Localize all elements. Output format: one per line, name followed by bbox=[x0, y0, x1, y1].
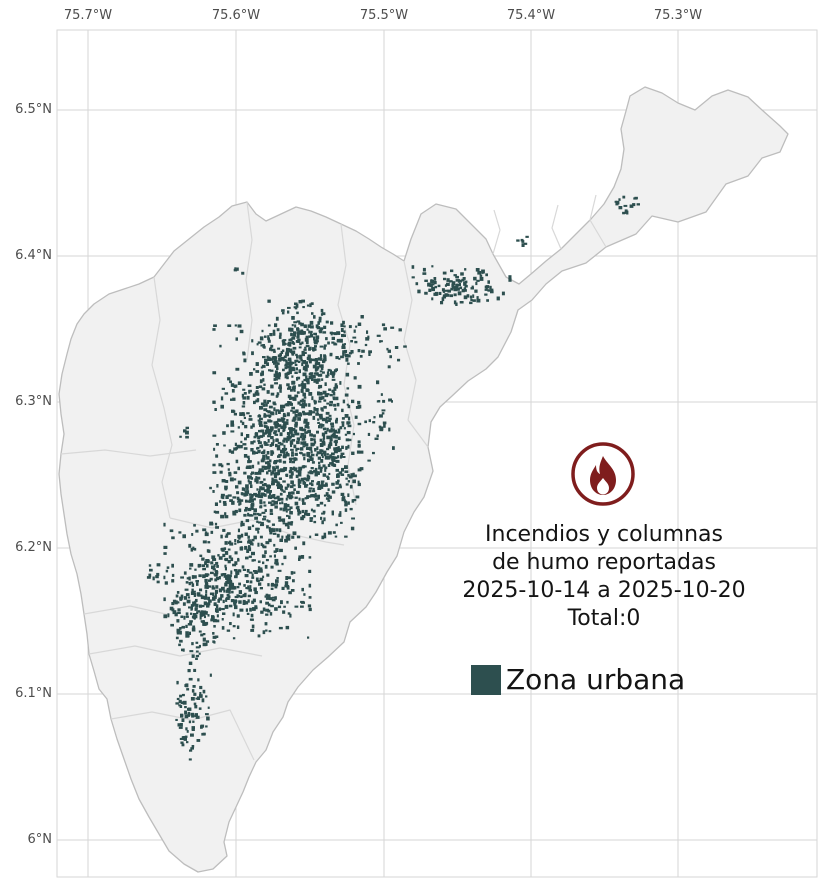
lat-tick-label: 6.5°N bbox=[15, 102, 52, 117]
annotation-date-range: 2025-10-14 a 2025-10-20 bbox=[462, 578, 746, 603]
plot-frame bbox=[56, 29, 818, 878]
report-annotation: Incendios y columnas de humo reportadas … bbox=[394, 521, 814, 633]
legend-swatch bbox=[471, 664, 501, 695]
legend: Zona urbana bbox=[471, 663, 685, 696]
lat-tick-label: 6.2°N bbox=[15, 540, 52, 555]
lon-tick-label: 75.5°W bbox=[359, 8, 409, 23]
map-region bbox=[58, 86, 789, 873]
urban-areas-layer bbox=[146, 195, 640, 761]
lat-tick-label: 6.3°N bbox=[15, 394, 52, 409]
lat-tick-label: 6.4°N bbox=[15, 248, 52, 263]
municipality-borders bbox=[60, 194, 607, 761]
lon-tick-label: 75.7°W bbox=[63, 8, 113, 23]
legend-label: Zona urbana bbox=[506, 663, 686, 696]
annotation-line: Incendios y columnas bbox=[485, 522, 723, 547]
lon-tick-label: 75.3°W bbox=[653, 8, 703, 23]
annotation-line: de humo reportadas bbox=[492, 550, 716, 575]
lon-tick-label: 75.4°W bbox=[506, 8, 556, 23]
lat-tick-label: 6°N bbox=[27, 832, 53, 847]
lat-tick-label: 6.1°N bbox=[15, 686, 52, 701]
fire-icon bbox=[571, 442, 635, 506]
annotation-total: Total:0 bbox=[567, 606, 641, 631]
lon-tick-label: 75.6°W bbox=[211, 8, 261, 23]
